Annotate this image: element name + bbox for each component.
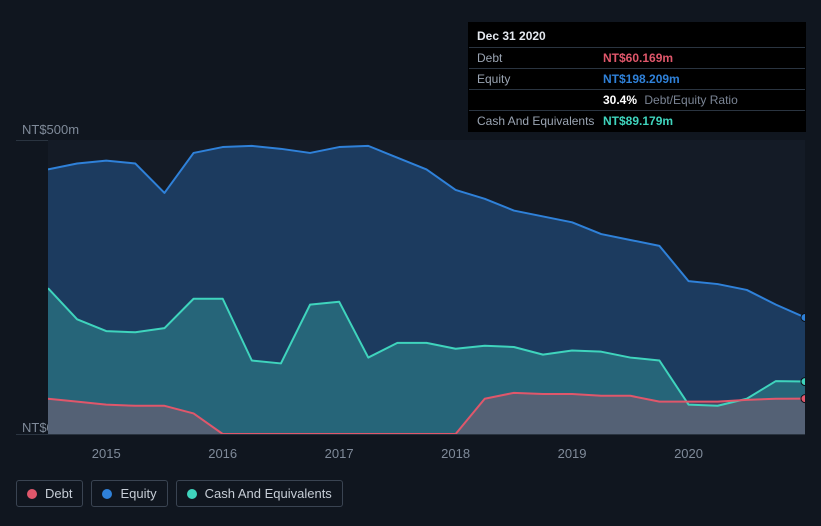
tooltip-row-label: Debt bbox=[477, 51, 603, 65]
tooltip-row-label bbox=[477, 93, 603, 107]
legend-label: Equity bbox=[120, 486, 156, 501]
chart-legend: Debt Equity Cash And Equivalents bbox=[16, 480, 343, 507]
tooltip-row: EquityNT$198.209m bbox=[469, 69, 805, 90]
tooltip-row-value: NT$198.209m bbox=[603, 72, 680, 86]
gridline-bottom bbox=[16, 434, 805, 435]
xaxis-label: 2015 bbox=[92, 446, 121, 461]
chart-svg bbox=[48, 140, 805, 434]
legend-item-equity[interactable]: Equity bbox=[91, 480, 167, 507]
tooltip-row-suffix: Debt/Equity Ratio bbox=[641, 93, 738, 107]
legend-label: Cash And Equivalents bbox=[205, 486, 332, 501]
end-dot-cash bbox=[801, 378, 805, 386]
xaxis-label: 2020 bbox=[674, 446, 703, 461]
tooltip-row: Cash And EquivalentsNT$89.179m bbox=[469, 111, 805, 131]
tooltip-row-value: NT$89.179m bbox=[603, 114, 673, 128]
end-dot-debt bbox=[801, 395, 805, 403]
legend-swatch bbox=[102, 489, 112, 499]
xaxis: 2015 2016 2017 2018 2019 2020 bbox=[48, 446, 805, 464]
xaxis-label: 2017 bbox=[325, 446, 354, 461]
legend-item-debt[interactable]: Debt bbox=[16, 480, 83, 507]
legend-label: Debt bbox=[45, 486, 72, 501]
chart-tooltip: Dec 31 2020 DebtNT$60.169mEquityNT$198.2… bbox=[468, 22, 806, 132]
legend-swatch bbox=[187, 489, 197, 499]
tooltip-row-label: Cash And Equivalents bbox=[477, 114, 603, 128]
chart-plot[interactable] bbox=[48, 140, 805, 434]
tooltip-row-value: NT$60.169m bbox=[603, 51, 673, 65]
tooltip-row: 30.4% Debt/Equity Ratio bbox=[469, 90, 805, 111]
tooltip-row-value: 30.4% Debt/Equity Ratio bbox=[603, 93, 738, 107]
xaxis-label: 2018 bbox=[441, 446, 470, 461]
legend-swatch bbox=[27, 489, 37, 499]
xaxis-label: 2019 bbox=[558, 446, 587, 461]
legend-item-cash[interactable]: Cash And Equivalents bbox=[176, 480, 343, 507]
end-dot-equity bbox=[801, 313, 805, 321]
tooltip-row-label: Equity bbox=[477, 72, 603, 86]
xaxis-label: 2016 bbox=[208, 446, 237, 461]
tooltip-row: DebtNT$60.169m bbox=[469, 48, 805, 69]
yaxis-label-max: NT$500m bbox=[22, 122, 79, 137]
tooltip-date: Dec 31 2020 bbox=[469, 23, 805, 48]
